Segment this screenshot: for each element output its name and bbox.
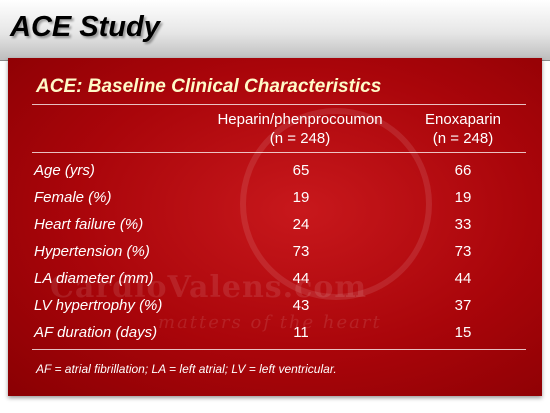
heparin-value: 19 bbox=[292, 189, 310, 206]
column-header-enoxaparin: Enoxaparin (n = 248) bbox=[408, 110, 518, 148]
footnote: AF = atrial fibrillation; LA = left atri… bbox=[36, 362, 337, 376]
column-header-heparin-n: (n = 248) bbox=[269, 130, 331, 147]
header-rule bbox=[32, 152, 526, 153]
enoxaparin-value: 37 bbox=[454, 297, 472, 314]
enoxaparin-value: 33 bbox=[454, 216, 472, 233]
column-header-heparin-name: Heparin/phenprocoumon bbox=[217, 111, 383, 128]
enoxaparin-value: 73 bbox=[454, 243, 472, 260]
row-label: Age (yrs) bbox=[34, 162, 95, 179]
row-label: Heart failure (%) bbox=[34, 216, 144, 233]
column-header-enoxaparin-name: Enoxaparin bbox=[425, 111, 501, 128]
watermark-text: CardioValens.com bbox=[50, 270, 368, 305]
row-label: AF duration (days) bbox=[34, 324, 158, 341]
watermark-tagline: matters of the heart bbox=[158, 312, 382, 333]
title-bar: ACE Study bbox=[0, 0, 550, 61]
top-rule bbox=[32, 104, 526, 105]
row-label: Female (%) bbox=[34, 189, 112, 206]
column-header-heparin: Heparin/phenprocoumon (n = 248) bbox=[190, 110, 410, 148]
enoxaparin-value: 66 bbox=[454, 162, 472, 179]
bottom-rule bbox=[32, 349, 526, 350]
enoxaparin-value: 19 bbox=[454, 189, 472, 206]
heparin-value: 11 bbox=[293, 324, 309, 341]
enoxaparin-value: 44 bbox=[454, 270, 472, 287]
slide-title: ACE Study bbox=[10, 11, 160, 43]
heparin-value: 24 bbox=[292, 216, 310, 233]
content-panel: CardioValens.com matters of the heart AC… bbox=[8, 58, 542, 396]
row-label: Hypertension (%) bbox=[34, 243, 150, 260]
row-label: LV hypertrophy (%) bbox=[34, 297, 163, 314]
column-header-enoxaparin-n: (n = 248) bbox=[432, 130, 494, 147]
panel-title: ACE: Baseline Clinical Characteristics bbox=[36, 76, 382, 97]
enoxaparin-value: 15 bbox=[454, 324, 472, 341]
row-label: LA diameter (mm) bbox=[34, 270, 154, 287]
heart-logo-watermark bbox=[240, 108, 432, 300]
heparin-value: 44 bbox=[292, 270, 310, 287]
heparin-value: 43 bbox=[292, 297, 310, 314]
heparin-value: 73 bbox=[292, 243, 310, 260]
heparin-value: 65 bbox=[292, 162, 310, 179]
